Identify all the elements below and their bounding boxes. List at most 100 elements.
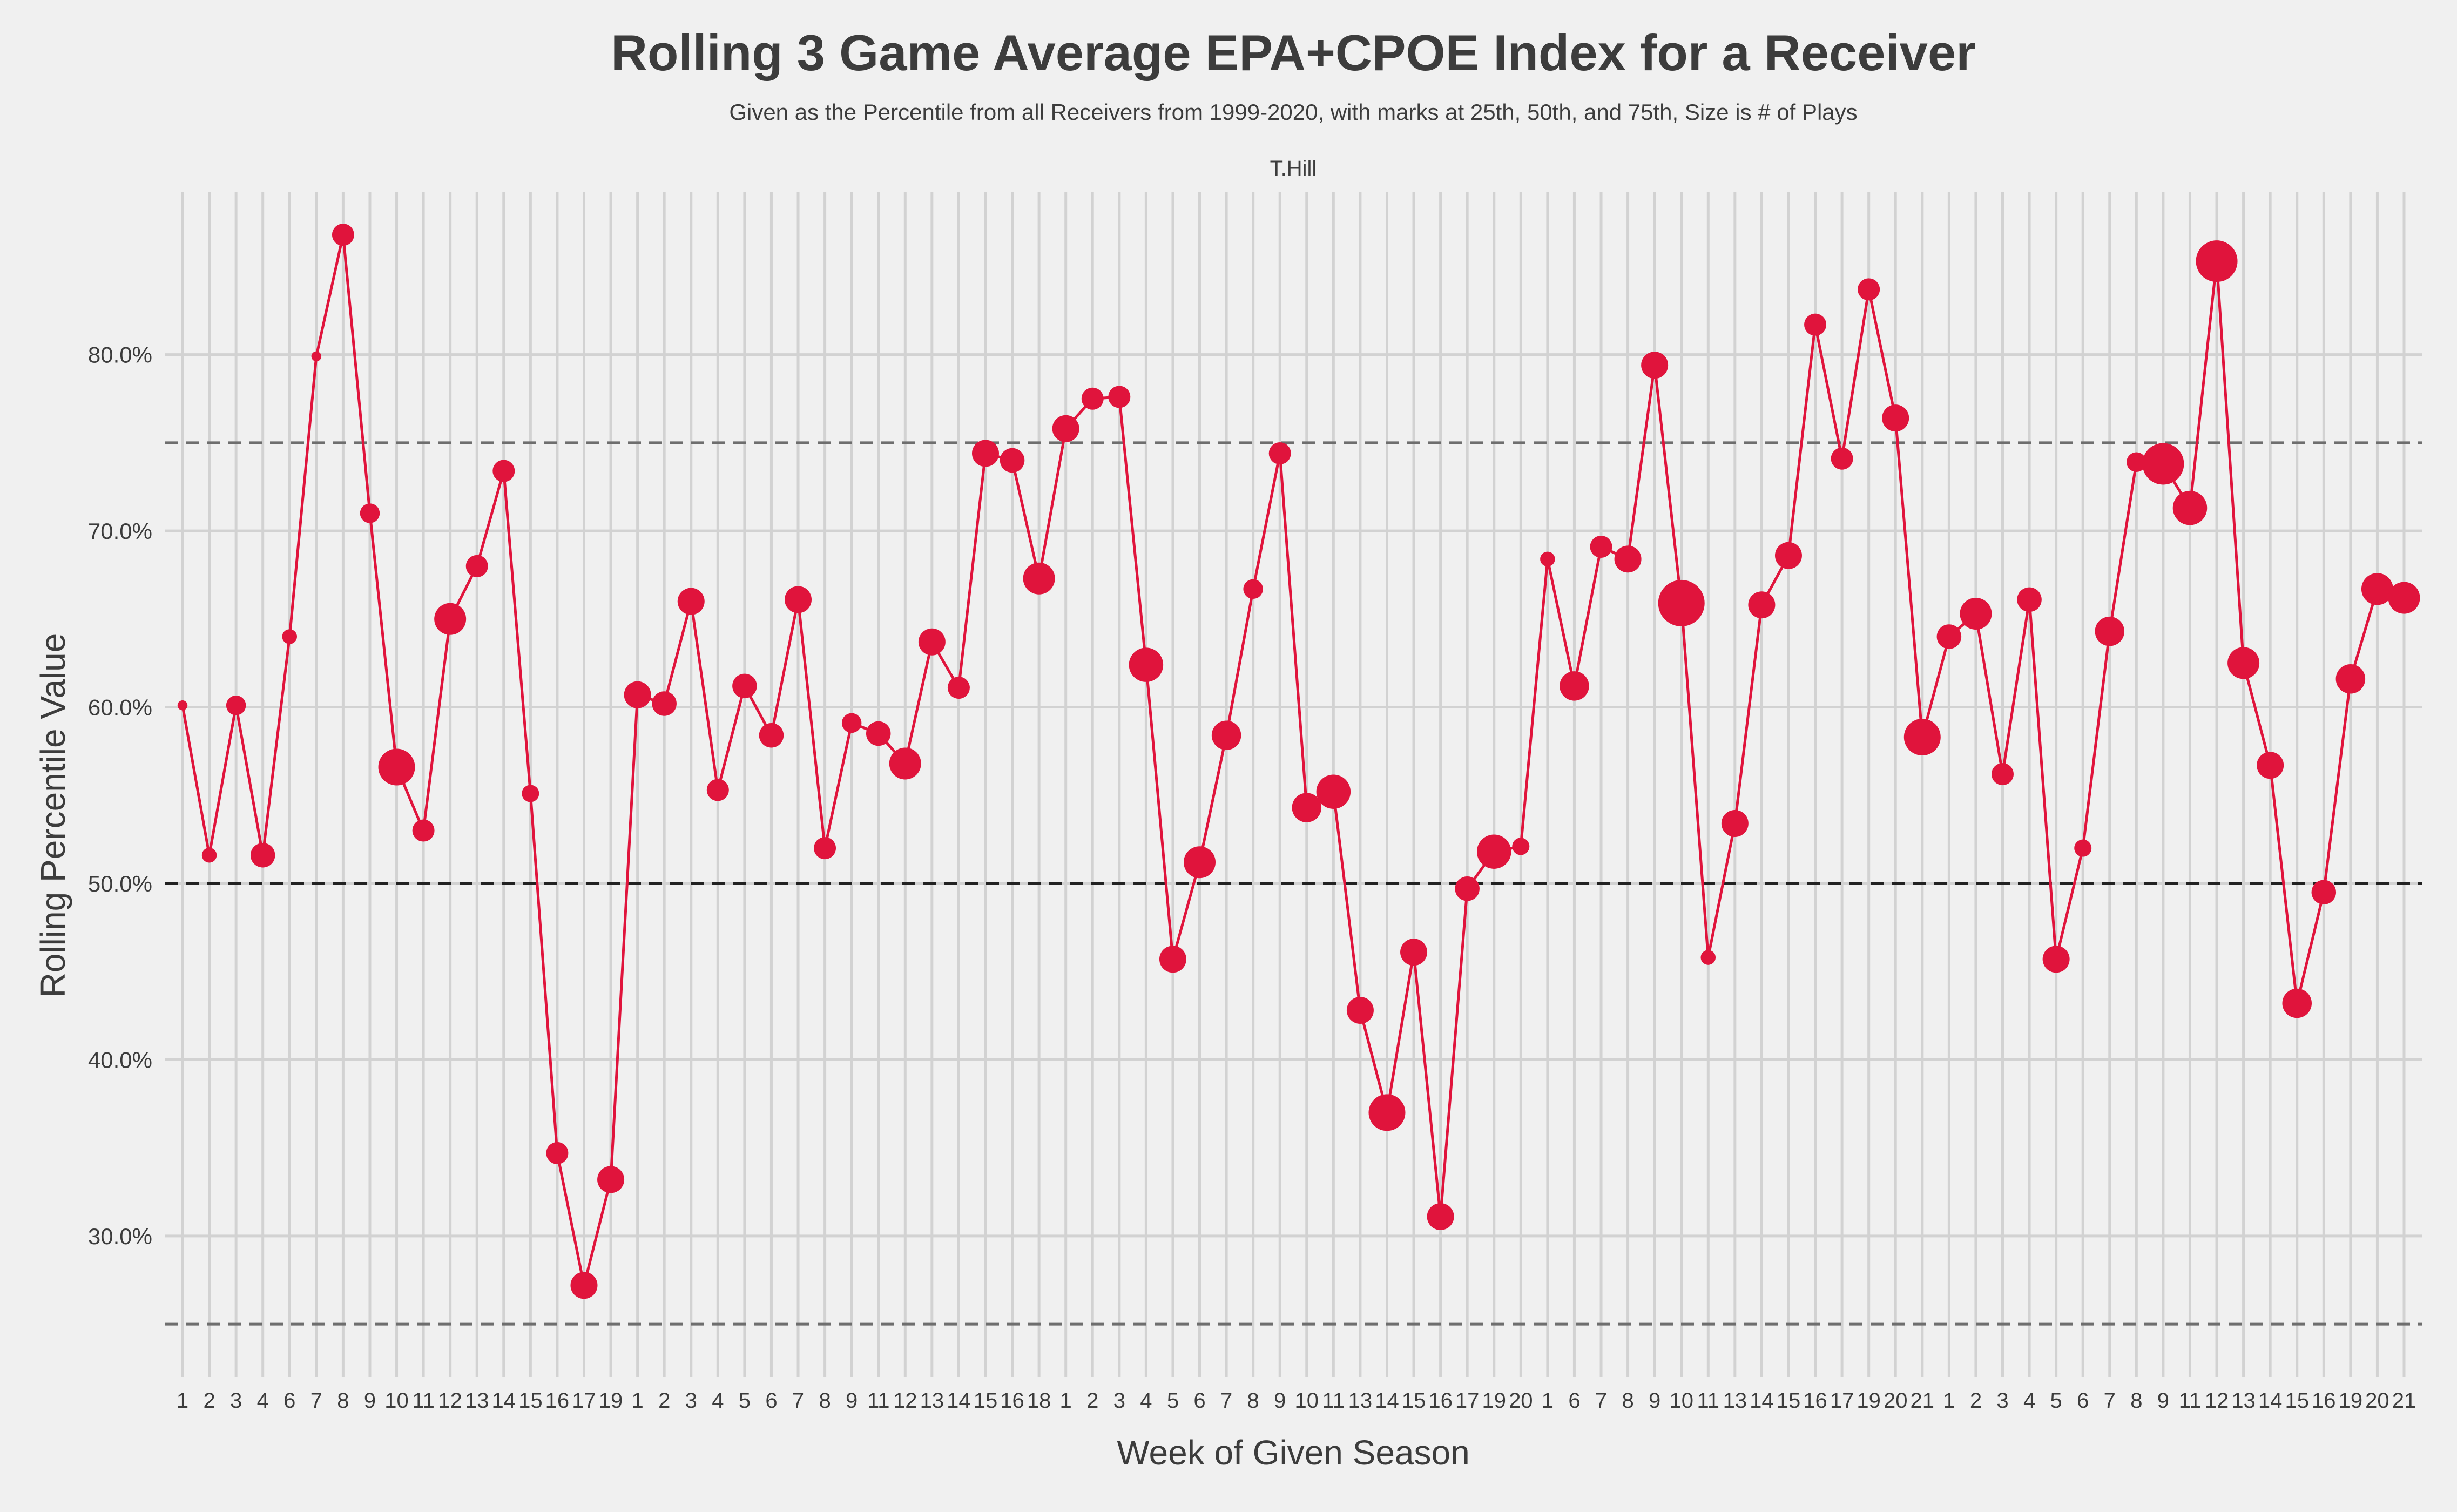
data-point bbox=[1658, 579, 1705, 626]
x-tick-label: 10 bbox=[1669, 1389, 1693, 1413]
data-point bbox=[2172, 490, 2208, 525]
data-point bbox=[522, 785, 539, 802]
x-axis-title: Week of Given Season bbox=[1117, 1433, 1469, 1472]
data-point bbox=[866, 721, 891, 746]
data-point bbox=[841, 713, 862, 733]
x-tick-label: 12 bbox=[893, 1389, 917, 1413]
x-tick-label: 17 bbox=[1830, 1389, 1854, 1413]
x-tick-label: 13 bbox=[920, 1389, 944, 1413]
x-tick-label: 11 bbox=[2179, 1389, 2202, 1413]
data-point bbox=[1560, 671, 1589, 701]
data-point bbox=[597, 1166, 625, 1193]
x-tick-label: 15 bbox=[1777, 1389, 1801, 1413]
data-point bbox=[2388, 582, 2420, 614]
data-point bbox=[1540, 551, 1555, 567]
x-tick-label: 9 bbox=[364, 1389, 376, 1413]
data-point bbox=[492, 460, 515, 482]
data-point bbox=[465, 555, 488, 577]
data-point bbox=[918, 628, 946, 656]
data-point bbox=[624, 681, 651, 708]
x-tick-label: 21 bbox=[1911, 1389, 1935, 1413]
x-tick-label: 3 bbox=[1113, 1389, 1125, 1413]
x-tick-label: 1 bbox=[632, 1389, 644, 1413]
data-point bbox=[2282, 988, 2312, 1018]
data-point bbox=[378, 748, 415, 786]
data-point bbox=[706, 779, 729, 801]
data-point bbox=[1368, 1094, 1406, 1131]
x-tick-label: 17 bbox=[572, 1389, 596, 1413]
x-tick-labels: 1 2 3 4 6 7 8 9 10 11 12 13 14 15 16 17 19 1 2 3 4 5 6 7 8 9 11 12 1… bbox=[177, 1389, 2416, 1413]
y-tick-label: 70.0% bbox=[88, 518, 152, 544]
x-tick-label: 20 bbox=[1509, 1389, 1533, 1413]
x-tick-label: 11 bbox=[1697, 1389, 1720, 1413]
data-point bbox=[1700, 950, 1716, 965]
x-tick-label: 1 bbox=[1542, 1389, 1554, 1413]
data-point bbox=[2042, 946, 2070, 973]
data-point bbox=[546, 1142, 569, 1164]
x-tick-label: 19 bbox=[1857, 1389, 1881, 1413]
series-line bbox=[181, 233, 2405, 1287]
data-point bbox=[1882, 404, 1909, 432]
x-tick-label: 6 bbox=[1568, 1389, 1580, 1413]
data-point bbox=[1960, 598, 1992, 630]
data-point bbox=[652, 691, 677, 716]
x-tick-label: 16 bbox=[1428, 1389, 1453, 1413]
y-tick-label: 80.0% bbox=[88, 342, 152, 368]
x-tick-label: 2 bbox=[1970, 1389, 1982, 1413]
data-point bbox=[971, 440, 999, 467]
x-tick-label: 3 bbox=[230, 1389, 242, 1413]
x-tick-label: 14 bbox=[1750, 1389, 1774, 1413]
x-tick-label: 8 bbox=[337, 1389, 349, 1413]
x-tick-label: 11 bbox=[412, 1389, 435, 1413]
x-tick-label: 7 bbox=[1595, 1389, 1607, 1413]
x-tick-label: 11 bbox=[1322, 1389, 1345, 1413]
x-tick-label: 16 bbox=[545, 1389, 570, 1413]
data-point bbox=[732, 673, 757, 699]
data-point bbox=[1721, 809, 1749, 837]
data-point bbox=[250, 842, 275, 868]
data-point bbox=[2095, 616, 2125, 646]
x-tick-label: 2 bbox=[1086, 1389, 1098, 1413]
data-point bbox=[1614, 545, 1642, 573]
data-point bbox=[814, 837, 836, 860]
data-point bbox=[201, 847, 217, 863]
x-tick-label: 12 bbox=[2205, 1389, 2229, 1413]
data-point bbox=[1184, 846, 1216, 879]
data-point bbox=[226, 696, 246, 716]
x-tick-label: 19 bbox=[2339, 1389, 2363, 1413]
data-point bbox=[332, 224, 354, 246]
y-tick-label: 60.0% bbox=[88, 695, 152, 720]
data-point bbox=[177, 700, 188, 711]
data-point bbox=[2311, 880, 2337, 905]
x-tick-label: 13 bbox=[465, 1389, 489, 1413]
x-tick-label: 8 bbox=[819, 1389, 831, 1413]
data-point bbox=[1316, 774, 1351, 809]
data-point bbox=[1268, 442, 1291, 464]
data-point bbox=[1904, 719, 1941, 756]
data-point bbox=[1590, 535, 1612, 558]
y-tick-label: 30.0% bbox=[88, 1224, 152, 1249]
data-point bbox=[1748, 591, 1776, 619]
data-point bbox=[1081, 387, 1104, 410]
x-tick-label: 5 bbox=[739, 1389, 751, 1413]
x-tick-label: 3 bbox=[1996, 1389, 2008, 1413]
data-point bbox=[1831, 447, 1853, 470]
x-tick-label: 6 bbox=[284, 1389, 295, 1413]
x-tick-label: 13 bbox=[1348, 1389, 1373, 1413]
data-point bbox=[1455, 876, 1480, 901]
data-point bbox=[2142, 443, 2184, 485]
x-tick-label: 6 bbox=[2077, 1389, 2089, 1413]
data-point bbox=[1476, 834, 1511, 869]
data-point bbox=[1936, 624, 1962, 649]
data-point bbox=[785, 586, 812, 613]
x-tick-label: 16 bbox=[1803, 1389, 1827, 1413]
data-point bbox=[412, 819, 435, 842]
x-tick-label: 20 bbox=[1884, 1389, 1908, 1413]
x-tick-label: 4 bbox=[257, 1389, 269, 1413]
series-t-hill bbox=[177, 224, 2420, 1299]
x-tick-label: 9 bbox=[1649, 1389, 1660, 1413]
data-point bbox=[2196, 240, 2238, 282]
x-tick-label: 9 bbox=[846, 1389, 858, 1413]
reference-lines bbox=[165, 441, 2422, 1326]
